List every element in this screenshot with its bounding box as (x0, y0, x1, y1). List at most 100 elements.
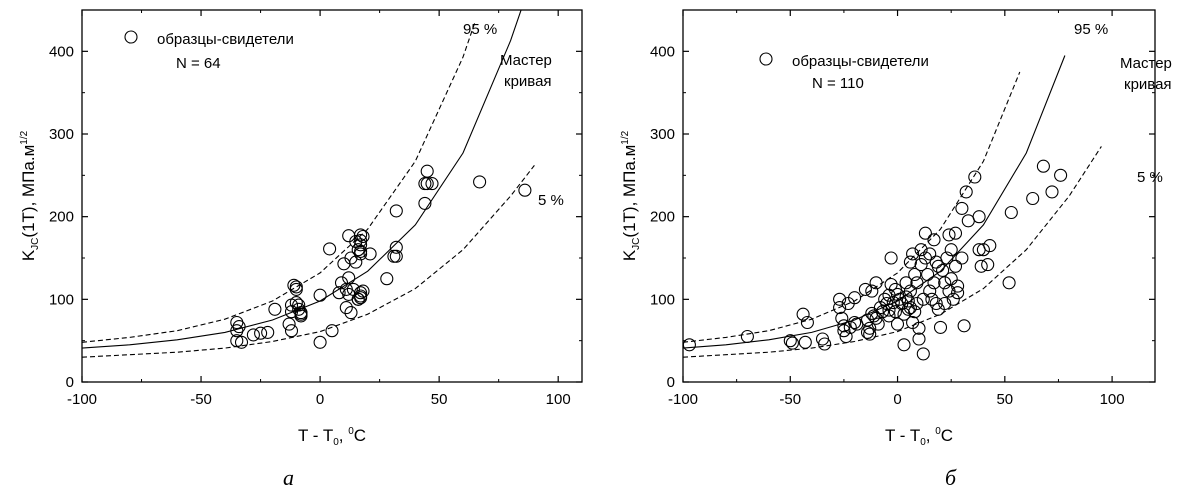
chart-b-data-point (785, 336, 799, 350)
chart-a-label-95: 95 % (463, 21, 497, 38)
chart-a-x-axis-title: T - T0, 0C (298, 426, 366, 448)
chart-b-data-point (942, 228, 956, 242)
chart-b-x-axis-title-sup: 0 (935, 426, 941, 437)
chart-b-data-point (983, 239, 997, 253)
chart-a-data-point (518, 183, 532, 197)
chart-b-data-point (682, 338, 696, 352)
chart-b-data-point (921, 267, 935, 282)
panel-letter-b: б (945, 465, 957, 490)
chart-b-x-axis-title: T - T0, 0C (885, 426, 953, 448)
chart-b-data-point (837, 324, 851, 338)
chart-b-data-point (914, 243, 928, 257)
chart-b-data-point (951, 279, 965, 293)
chart-b-legend-label: образцы-свидетели (792, 53, 929, 70)
chart-b-data-point (908, 267, 922, 282)
chart-a-y-tick-label: 300 (49, 126, 74, 143)
chart-a-x-tick-label: 50 (431, 391, 448, 408)
chart-b-data-point (882, 309, 896, 323)
chart-a-data-point (284, 324, 299, 338)
chart-b-label-master-2: кривая (1124, 76, 1172, 93)
chart-b-x-axis-title-main: T - T (885, 426, 920, 445)
chart-b-data-point (890, 317, 905, 331)
chart-a-y-axis-title: KJC(1T), МПа.м1/2 (19, 130, 41, 261)
chart-a-plot-frame (81, 9, 583, 383)
chart-b-y-axis-title-sub: JC (631, 238, 642, 250)
chart-a-data-point (351, 292, 365, 306)
chart-b-data-point (1002, 276, 1016, 290)
chart-a-curve-master (82, 10, 522, 349)
chart-b-curve-p95 (683, 71, 1021, 343)
chart-b-data-point (929, 296, 943, 311)
chart-a-x-tick-label: 0 (316, 391, 324, 408)
chart-b-x-axis-title-sep: , (926, 426, 935, 445)
chart-a-legend-label: образцы-свидетели (157, 31, 294, 48)
chart-a-data-point (294, 309, 308, 323)
chart-b-x-tick-label: -50 (779, 391, 801, 408)
chart-a-data-point (418, 196, 432, 210)
chart-b-data-point (948, 259, 963, 273)
chart-a-curve-p95 (82, 22, 476, 343)
chart-b-data-point (798, 335, 812, 349)
chart-b-data-point (863, 321, 877, 335)
chart-b-data-point (740, 329, 754, 344)
chart-b-data-point (923, 284, 937, 298)
chart-b-data-point (818, 337, 832, 351)
chart-b-legend-marker (759, 52, 773, 66)
chart-a-label-master-2: кривая (504, 73, 552, 90)
chart-b-data-point (897, 338, 911, 352)
chart-b-data-point (848, 291, 862, 305)
chart-a-y-axis-title-unit: (1T), МПа.м (19, 145, 38, 238)
chart-b-data-point (848, 315, 862, 330)
chart-a-curve-p5 (82, 165, 535, 358)
chart-a-data-point (387, 249, 401, 263)
chart-b-data-point (918, 226, 932, 240)
chart-a-y-axis-title-main: K (19, 249, 38, 261)
chart-b-data-point (835, 311, 849, 325)
chart-a-x-axis-title-sub: 0 (333, 437, 339, 448)
chart-a-label-5: 5 % (538, 192, 564, 209)
chart-a-data-point (323, 242, 337, 256)
chart-b-label-5: 5 % (1137, 169, 1163, 186)
chart-b-legend-count: N = 110 (812, 75, 864, 92)
chart-b-data-point (959, 185, 973, 199)
chart-b-data-point (903, 255, 917, 269)
chart-a-legend-marker (124, 30, 138, 44)
chart-b-data-point (867, 309, 881, 323)
chart-b-y-tick-label: 200 (650, 209, 675, 226)
chart-b-data-point (957, 319, 971, 333)
chart-b-data-point (871, 317, 885, 331)
chart-a-data-point (349, 255, 363, 269)
chart-b-x-tick-label: 0 (893, 391, 901, 408)
chart-a-y-tick-label: 0 (66, 374, 74, 391)
chart-a-x-tick-label: -50 (190, 391, 212, 408)
chart-b-data-point (903, 301, 917, 315)
chart-b-data-point (886, 296, 900, 310)
chart-b-data-point (839, 329, 853, 344)
chart-a-y-axis-title-sub: JC (30, 238, 41, 250)
chart-b-data-point (910, 296, 924, 311)
chart-panel-a: -100 -50 0 50 100 0 100 200 300 400 T - T0, 0C KJC(… (19, 9, 583, 490)
chart-a-x-axis-title-main: T - T (298, 426, 333, 445)
chart-b-data-point (981, 258, 995, 272)
chart-a-data-point (363, 247, 377, 261)
chart-b-data-point (968, 170, 982, 184)
chart-b-data-point (914, 258, 928, 272)
chart-b-data-point (938, 276, 952, 290)
chart-a-data-point (389, 240, 403, 254)
chart-b-y-axis-title: KJC(1T), МПа.м1/2 (620, 130, 642, 261)
chart-a-data-point (354, 286, 368, 300)
chart-b-y-tick-label: 300 (650, 126, 675, 143)
chart-b-data-point (936, 263, 950, 277)
chart-a-data-point (354, 291, 368, 305)
chart-b-data-point (944, 272, 958, 286)
chart-b-data-point (880, 296, 894, 311)
chart-b-data-point (908, 305, 922, 319)
chart-a-data-point (334, 276, 349, 290)
chart-b-x-tick-label: -100 (668, 391, 698, 408)
chart-b-data-point (903, 284, 917, 298)
chart-b-data-point (869, 276, 883, 290)
chart-a-y-tick-label: 400 (49, 43, 74, 60)
chart-a-data-point (234, 335, 249, 349)
chart-a-data-point (425, 177, 439, 191)
